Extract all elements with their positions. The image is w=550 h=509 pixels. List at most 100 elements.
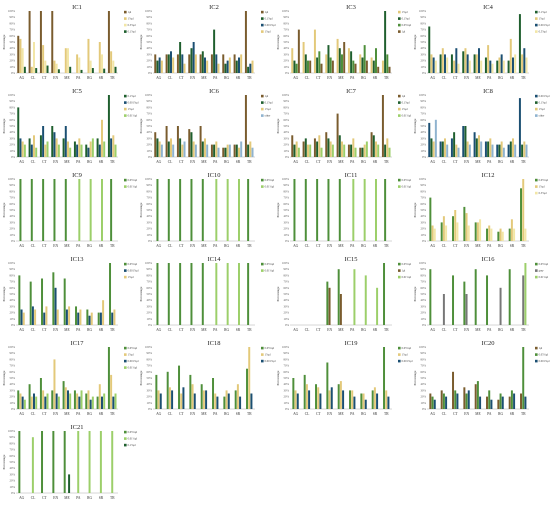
legend-swatch: [261, 10, 264, 14]
x-tick-label: RG: [498, 412, 503, 416]
y-tick-label: 50%: [147, 208, 153, 212]
bar-tr: [110, 179, 113, 241]
y-tick-label: 20%: [147, 59, 153, 63]
bar-me: [474, 222, 477, 241]
y-tick-label: 40%: [10, 214, 16, 218]
bar-ct: [455, 144, 458, 157]
legend-label: 0.001%μl: [265, 24, 276, 27]
legend-swatch: [124, 443, 127, 447]
bar-pa: [347, 48, 350, 73]
legend-swatch: [124, 101, 127, 104]
legend-label: 0.5%μl: [539, 31, 547, 34]
x-tick-label: TR: [384, 76, 389, 80]
y-tick-label: 80%: [421, 357, 427, 361]
x-tick-label: PA: [76, 496, 81, 500]
bar-me: [201, 141, 204, 157]
x-tick-label: TR: [384, 244, 389, 248]
bar-cl: [302, 141, 305, 157]
y-tick-label: 70%: [10, 448, 16, 452]
y-tick-label: 10%: [284, 317, 290, 321]
bar-pa: [215, 141, 218, 157]
bar-ct: [454, 210, 457, 241]
legend-swatch: [261, 107, 264, 111]
y-tick-label: 70%: [147, 196, 153, 200]
chart-svg: IC4 Percentage 0% 10% 20% 30% 40% 50% 60% 70% 80% 9…: [413, 4, 550, 80]
x-tick-label: ME: [64, 496, 70, 500]
bar-tr: [523, 141, 526, 157]
y-tick-label: 90%: [421, 99, 427, 103]
legend-label: 0.05%μl: [128, 179, 138, 182]
y-tick-label: 50%: [284, 208, 290, 212]
bar-rg: [363, 144, 366, 157]
x-tick-label: SR: [99, 328, 104, 332]
bar-me: [337, 384, 340, 409]
bar-ct: [180, 393, 183, 409]
x-tick-label: RG: [498, 328, 503, 332]
bar-ag: [154, 132, 157, 157]
y-tick-label: 20%: [10, 395, 16, 399]
legend-swatch: [261, 23, 264, 27]
y-tick-label: 50%: [10, 460, 16, 464]
x-tick-label: CT: [316, 160, 321, 164]
legend-label: 0.001%μl: [539, 95, 550, 98]
y-tick-label: 80%: [10, 189, 16, 193]
bar-pa: [352, 60, 355, 73]
bar-sr: [513, 228, 516, 241]
y-tick-label: 30%: [10, 304, 16, 308]
bar-ct: [46, 141, 49, 157]
y-tick-label: 20%: [10, 311, 16, 315]
bar-en: [192, 42, 195, 73]
bar-pa: [77, 312, 80, 325]
y-axis-label: Percentage: [276, 34, 280, 49]
bar-tr: [386, 54, 389, 73]
legend-swatch: [398, 275, 401, 279]
y-tick-label: 50%: [10, 124, 16, 128]
chart-panel-ic1: IC1 Percentage 0% 10% 20% 30% 40% 50% 60% 70% 80% 9…: [2, 3, 139, 87]
x-tick-label: RG: [87, 412, 92, 416]
bar-tr: [251, 60, 254, 73]
bar-pa: [80, 144, 83, 157]
x-tick-label: EN: [327, 412, 332, 416]
x-tick-label: ME: [64, 76, 70, 80]
bar-sr: [507, 144, 510, 157]
bar-sr: [233, 54, 236, 73]
y-tick-label: 0%: [422, 407, 427, 411]
y-tick-label: 80%: [10, 21, 16, 25]
bar-sr: [238, 263, 240, 325]
bar-sr: [98, 144, 101, 157]
y-tick-label: 100%: [145, 93, 153, 97]
bar-tr: [384, 11, 387, 73]
y-tick-label: 40%: [10, 130, 16, 134]
bar-rg: [224, 147, 227, 157]
bar-rg: [225, 390, 228, 409]
bar-en: [465, 294, 468, 325]
y-tick-label: 0%: [285, 239, 290, 243]
x-tick-label: CL: [31, 412, 36, 416]
x-tick-label: RG: [87, 160, 92, 164]
bar-me: [341, 141, 343, 157]
bar-ag: [432, 57, 435, 73]
y-axis-label: Percentage: [139, 118, 143, 133]
bar-pa: [78, 179, 81, 241]
bar-sr: [509, 141, 512, 157]
legend-label: 1μl: [402, 270, 406, 273]
y-tick-label: 100%: [8, 177, 16, 181]
bar-pa: [487, 141, 490, 157]
bar-en: [462, 51, 465, 73]
bar-sr: [238, 147, 240, 157]
y-tick-label: 70%: [421, 280, 427, 284]
bar-cl: [444, 138, 446, 157]
y-tick-label: 100%: [282, 9, 290, 13]
y-tick-label: 30%: [147, 136, 153, 140]
bar-en: [189, 374, 192, 409]
x-tick-label: EN: [190, 160, 195, 164]
bar-cl: [28, 11, 31, 73]
bar-cl: [440, 390, 443, 409]
legend-swatch: [124, 275, 127, 279]
bar-en: [327, 138, 330, 157]
y-tick-label: 60%: [284, 118, 290, 122]
y-axis-label: Percentage: [276, 202, 280, 217]
bar-tr: [111, 312, 114, 325]
y-tick-label: 100%: [145, 261, 153, 265]
bar-ct: [179, 42, 182, 73]
